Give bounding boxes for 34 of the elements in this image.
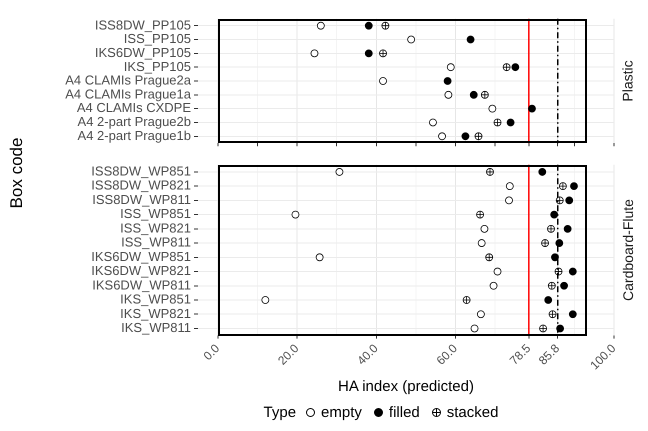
y-tick-label: IKS6DW_WP821 [91,263,191,278]
y-tick-label: A4 CLAMIs CXDPE [76,100,192,116]
text: Cardboard-Flute [620,199,636,302]
legend-label: empty [321,404,362,420]
y-tick-label: IKS6DW_PP105 [94,44,191,60]
y-tick-label: IKS_WP821 [120,306,191,321]
y-tick-label: IKS6DW_WP851 [91,248,191,264]
y-tick-label: ISS_WP851 [120,206,191,222]
y-tick-label: ISS_PP105 [124,31,191,46]
legend-label: filled [388,404,420,420]
y-tick-label: ISS8DW_WP811 [92,192,191,207]
x-tick-label: 40.0 [354,341,381,368]
x-tick-label: 60.0 [434,341,460,368]
y-axis-title: Box code [7,138,27,208]
y-tick-label: A4 CLAMIs Prague2a [65,72,192,88]
y-tick-label: A4 2-part Prague1b [78,128,191,143]
y-tick-label: IKS_PP105 [124,58,191,74]
legend-title: Type [264,404,296,420]
y-tick-label: ISS8DW_WP821 [91,178,191,193]
y-tick-label: A4 CLAMIs Prague1a [65,86,192,102]
x-tick-label: 0.0 [200,341,222,363]
y-tick-label: ISS8DW_PP105 [94,17,191,32]
y-tick-label: ISS8DW_WP851 [91,163,191,178]
legend-label: stacked [446,404,498,420]
y-tick-label: ISS_WP821 [120,220,191,236]
text: Plastic [620,60,636,102]
x-tick-label: 85.8 [536,341,562,368]
x-tick-label: 78.5 [506,341,534,368]
y-tick-label: IKS_WP851 [120,292,191,307]
y-tick-label: A4 2-part Prague2b [78,114,191,130]
y-tick-label: ISS_WP811 [121,234,191,250]
x-axis-title: HA index (predicted) [338,378,474,396]
y-tick-label: IKS6DW_WP811 [92,277,191,292]
y-tick-label: IKS_WP811 [121,320,191,336]
